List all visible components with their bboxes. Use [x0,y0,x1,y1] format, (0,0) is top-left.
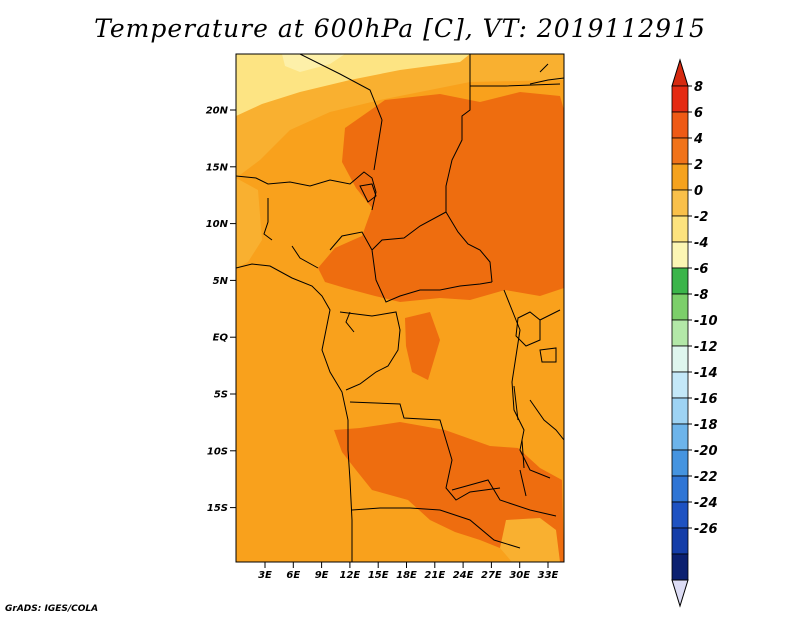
colorbar-label: -18 [694,418,718,433]
temperature-field [236,54,564,562]
boundary-west-coast [236,263,353,562]
chart-title: Temperature at 600hPa [C], VT: 201911291… [94,14,706,43]
colorbar-swatch [671,449,689,477]
grads-credit: GrADS: IGES/COLA [5,604,99,614]
lon-label: 18E [396,570,417,581]
colorbar-label: -6 [694,262,708,277]
field-patch-south-light [500,518,560,562]
boundary-north-2 [299,54,383,171]
field-patch-congo [405,312,440,380]
latitude-axis: 20N 15N 10N 5N EQ 5S 10S 15S [206,106,236,514]
colorbar-swatch [671,85,689,113]
lon-label: 24E [453,570,474,581]
colorbar-label: 8 [694,80,703,95]
boundary-nigeria [263,198,319,269]
colorbar: 8 6 4 2 0 -2 -4 -6 -8 -10 -12 -14 -16 -18 -20 -22 -24 -26 [671,58,718,608]
colorbar-label: -10 [694,314,718,329]
lat-label: 20N [206,106,229,117]
colorbar-swatch [671,527,689,555]
lon-label: 3E [258,570,272,581]
field-band-warm-north [318,92,564,302]
colorbar-bottom-triangle [671,579,689,608]
lat-label: 10N [206,219,229,230]
colorbar-label: -12 [694,340,718,355]
field-band-west-light [236,178,262,268]
boundary-chad-sudan [445,54,493,283]
lat-label: 10S [207,446,228,457]
colorbar-top-triangle [671,58,689,87]
colorbar-label: -16 [694,392,718,407]
colorbar-swatch [671,137,689,165]
boundary-cameroon [329,231,373,333]
colorbar-swatch [671,553,689,581]
colorbar-swatch [671,371,689,399]
boundary-north-1 [236,171,377,211]
lon-label: 12E [340,570,361,581]
boundary-drc-angola [349,401,501,501]
boundary-car [371,211,493,303]
colorbar-swatch [671,189,689,217]
colorbar-label: -2 [694,210,708,225]
colorbar-label: -26 [694,522,718,537]
boundary-lakes [513,311,557,497]
lat-label: EQ [213,333,229,344]
boundary-sudan-north [470,83,561,87]
boundary-angola-south [351,507,521,549]
boundaries [236,54,564,562]
colorbar-swatch [671,423,689,451]
lon-label: 9E [315,570,329,581]
boundary-tanzania [529,309,564,441]
colorbar-swatch [671,475,689,503]
colorbar-label: -4 [694,236,708,251]
lat-label: 15S [207,503,228,514]
colorbar-label: -14 [694,366,718,381]
colorbar-swatch [671,163,689,191]
colorbar-swatch [671,267,689,295]
colorbar-swatch [671,293,689,321]
lon-label: 30E [509,570,530,581]
longitude-axis: 3E 6E 9E 12E 15E 18E 21E 24E 27E 30E 33E [258,562,559,581]
field-band-north-palest [282,54,345,72]
lon-label: 15E [368,570,389,581]
colorbar-label: -22 [694,470,718,485]
lat-label: 5S [214,390,228,401]
colorbar-swatch [671,501,689,529]
boundary-drc-east [503,289,551,479]
lon-label: 33E [538,570,559,581]
colorbar-swatch [671,397,689,425]
lat-label: 15N [206,162,229,173]
colorbar-swatch [671,241,689,269]
boundary-zambia [451,479,557,517]
boundary-lake-chad [359,183,377,203]
lon-label: 27E [481,570,502,581]
colorbar-label: -8 [694,288,708,303]
boundary-congo [339,311,401,391]
colorbar-swatch [671,345,689,373]
colorbar-swatch [671,319,689,347]
colorbar-label: -24 [694,496,718,511]
colorbar-swatch [671,215,689,243]
colorbar-label: 0 [694,184,703,199]
colorbar-label: 4 [693,132,703,147]
lon-label: 21E [424,570,445,581]
lon-label: 6E [286,570,300,581]
colorbar-swatch [671,111,689,139]
colorbar-label: 6 [694,106,703,121]
colorbar-label: 2 [694,158,703,173]
colorbar-label: -20 [694,444,718,459]
boundary-ne-coast [529,63,564,85]
map-frame [235,53,565,563]
lat-label: 5N [213,276,229,287]
